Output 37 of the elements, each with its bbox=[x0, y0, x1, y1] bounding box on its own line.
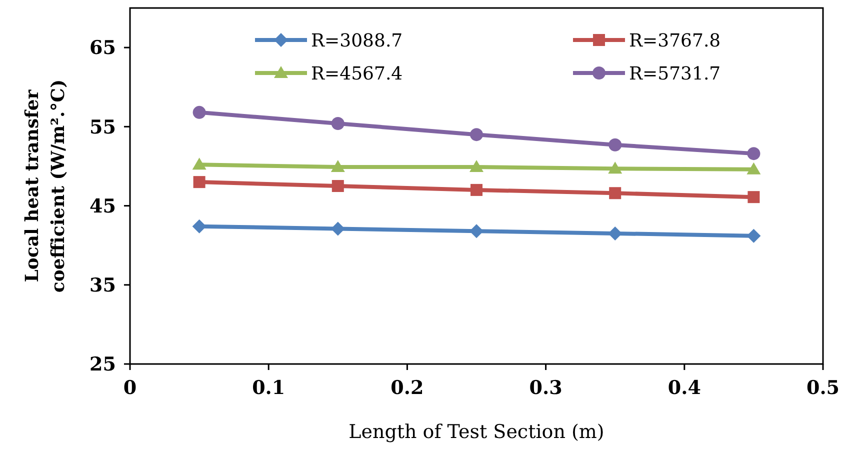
point bbox=[331, 117, 344, 130]
point bbox=[330, 222, 345, 236]
point bbox=[608, 162, 622, 174]
x-tick-label: 0.1 bbox=[252, 377, 286, 399]
point bbox=[192, 219, 206, 234]
point bbox=[330, 160, 345, 172]
point bbox=[608, 138, 622, 152]
point bbox=[747, 147, 760, 160]
y-tick-label: 25 bbox=[90, 354, 116, 376]
x-tick-label: 0.5 bbox=[806, 377, 840, 399]
point bbox=[609, 187, 622, 200]
point bbox=[746, 228, 761, 243]
legend-label: R=3767.8 bbox=[629, 30, 721, 52]
point bbox=[470, 224, 484, 238]
x-tick-label: 0 bbox=[123, 377, 137, 399]
point bbox=[470, 160, 484, 172]
point bbox=[748, 191, 760, 204]
point bbox=[192, 158, 206, 170]
point bbox=[192, 106, 206, 119]
y-axis-title: Local heat transfer coefficient (W/m².°C) bbox=[22, 79, 69, 293]
y-tick-label: 45 bbox=[90, 195, 116, 218]
point bbox=[470, 184, 482, 196]
x-tick-label: 0.3 bbox=[529, 377, 562, 399]
x-tick-label: 0.2 bbox=[390, 377, 424, 399]
legend-label: R=4567.4 bbox=[311, 63, 403, 84]
legend-label: R=3088.7 bbox=[311, 30, 403, 52]
y-tick-label: 65 bbox=[90, 37, 116, 60]
x-tick-label: 0.4 bbox=[668, 377, 701, 399]
y-tick-label: 35 bbox=[90, 274, 116, 297]
y-tick-label: 55 bbox=[90, 116, 116, 138]
point bbox=[746, 162, 761, 174]
point bbox=[332, 180, 344, 192]
point bbox=[470, 128, 483, 142]
point bbox=[193, 176, 206, 188]
legend-label: R=5731.7 bbox=[629, 63, 721, 84]
x-axis-title: Length of Test Section (m) bbox=[348, 421, 604, 443]
point bbox=[608, 226, 622, 240]
